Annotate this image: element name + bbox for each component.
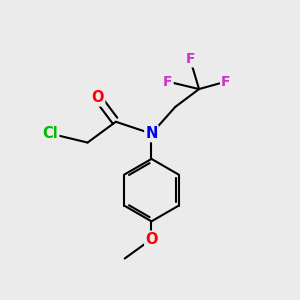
Text: Cl: Cl xyxy=(43,126,58,141)
Text: F: F xyxy=(163,75,172,88)
Text: O: O xyxy=(92,91,104,106)
Text: F: F xyxy=(185,52,195,66)
Text: O: O xyxy=(145,232,158,247)
Text: N: N xyxy=(145,126,158,141)
Text: F: F xyxy=(221,75,230,88)
